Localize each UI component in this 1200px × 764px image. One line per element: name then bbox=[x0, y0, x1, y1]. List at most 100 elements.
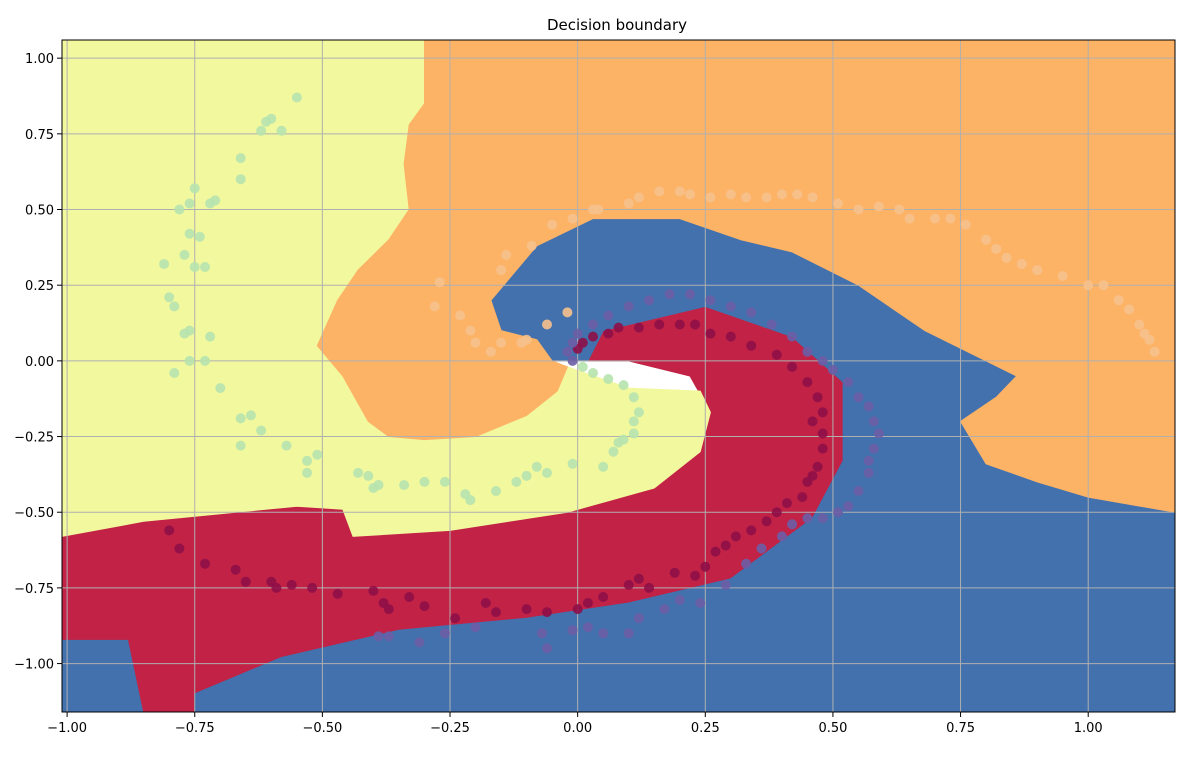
point-red-class-9 bbox=[332, 588, 343, 599]
point-red-class-40 bbox=[817, 443, 828, 454]
point-orange-class-19 bbox=[633, 192, 644, 203]
point-orange-class-37 bbox=[960, 219, 971, 230]
point-yellow-class-50 bbox=[598, 461, 609, 472]
point-blue-class-8 bbox=[582, 622, 593, 633]
point-red-class-0 bbox=[164, 525, 175, 536]
y-tick-label-8: −1.00 bbox=[14, 658, 54, 673]
point-red-class-19 bbox=[542, 607, 552, 618]
point-red-class-3 bbox=[230, 564, 241, 575]
x-tick-label-2: −0.50 bbox=[302, 721, 342, 736]
point-blue-class-9 bbox=[598, 628, 609, 639]
point-yellow-class-34 bbox=[312, 449, 323, 460]
point-orange-class-33 bbox=[894, 204, 905, 215]
point-yellow-class-58 bbox=[618, 380, 629, 391]
point-red-class-21 bbox=[582, 598, 593, 608]
point-blue-class-29 bbox=[868, 416, 879, 427]
point-blue-class-13 bbox=[674, 595, 685, 605]
point-yellow-class-51 bbox=[608, 446, 619, 457]
y-tick-label-1: 0.75 bbox=[25, 128, 54, 143]
point-red-class-35 bbox=[782, 498, 792, 509]
point-orange-class-43 bbox=[1057, 271, 1068, 282]
point-blue-class-16 bbox=[741, 558, 752, 569]
point-red-class-56 bbox=[603, 328, 614, 339]
point-yellow-class-38 bbox=[373, 480, 384, 490]
point-red-class-8 bbox=[307, 582, 318, 593]
x-tick-label-8: 1.00 bbox=[1074, 721, 1103, 736]
x-tick-label-6: 0.50 bbox=[818, 721, 847, 736]
point-orange-class-11 bbox=[496, 265, 507, 276]
point-orange-class-9 bbox=[542, 319, 552, 330]
point-red-class-4 bbox=[240, 576, 251, 587]
point-blue-class-18 bbox=[776, 531, 787, 542]
point-red-class-30 bbox=[720, 540, 731, 551]
point-blue-class-0 bbox=[373, 631, 384, 642]
point-blue-class-12 bbox=[659, 604, 670, 615]
point-yellow-class-53 bbox=[618, 434, 629, 445]
point-orange-class-46 bbox=[1113, 295, 1124, 306]
point-red-class-17 bbox=[491, 607, 501, 618]
point-yellow-class-32 bbox=[302, 455, 313, 466]
point-yellow-class-18 bbox=[164, 292, 175, 303]
grid-lines bbox=[62, 40, 1175, 712]
point-blue-class-48 bbox=[567, 337, 578, 348]
point-yellow-class-9 bbox=[189, 183, 200, 194]
x-tick-label-4: 0.00 bbox=[563, 721, 592, 736]
point-yellow-class-31 bbox=[281, 440, 292, 451]
point-orange-class-25 bbox=[741, 192, 752, 203]
point-yellow-class-6 bbox=[235, 174, 246, 185]
point-orange-class-26 bbox=[761, 192, 772, 203]
point-red-class-42 bbox=[807, 416, 818, 427]
point-yellow-class-47 bbox=[531, 461, 542, 472]
point-blue-class-34 bbox=[817, 355, 828, 366]
point-blue-class-45 bbox=[603, 310, 614, 321]
point-orange-class-23 bbox=[705, 192, 716, 203]
point-red-class-34 bbox=[771, 507, 782, 518]
point-blue-class-32 bbox=[843, 377, 854, 388]
point-red-class-27 bbox=[690, 570, 701, 581]
point-yellow-class-40 bbox=[419, 476, 430, 487]
point-blue-class-47 bbox=[572, 328, 583, 339]
point-yellow-class-48 bbox=[542, 467, 552, 478]
point-blue-class-28 bbox=[873, 428, 884, 439]
point-orange-class-24 bbox=[725, 189, 736, 200]
point-orange-class-40 bbox=[1001, 252, 1012, 263]
point-orange-class-39 bbox=[991, 243, 1002, 254]
point-red-class-36 bbox=[797, 492, 808, 503]
point-orange-class-3 bbox=[465, 325, 476, 336]
x-tick-label-0: −1.00 bbox=[47, 721, 87, 736]
point-yellow-class-61 bbox=[577, 361, 588, 372]
point-orange-class-12 bbox=[501, 249, 512, 260]
point-yellow-class-55 bbox=[628, 416, 639, 427]
point-blue-class-37 bbox=[766, 319, 777, 330]
point-red-class-1 bbox=[174, 543, 185, 554]
y-tick-label-0: 1.00 bbox=[25, 52, 54, 67]
point-orange-class-44 bbox=[1083, 280, 1094, 291]
point-yellow-class-54 bbox=[628, 428, 639, 439]
point-red-class-46 bbox=[787, 361, 798, 372]
point-yellow-class-45 bbox=[511, 476, 522, 487]
point-red-class-47 bbox=[771, 349, 782, 360]
point-yellow-class-0 bbox=[291, 92, 302, 103]
point-orange-class-15 bbox=[567, 213, 578, 224]
point-blue-class-23 bbox=[843, 501, 854, 512]
point-yellow-class-28 bbox=[245, 410, 256, 421]
x-tick-label-7: 0.75 bbox=[946, 721, 975, 736]
point-yellow-class-56 bbox=[633, 407, 644, 418]
point-yellow-class-30 bbox=[235, 440, 246, 451]
point-red-class-31 bbox=[730, 531, 741, 542]
point-yellow-class-23 bbox=[184, 355, 195, 366]
point-orange-class-50 bbox=[1144, 334, 1155, 345]
point-yellow-class-39 bbox=[399, 480, 410, 490]
point-orange-class-22 bbox=[685, 189, 695, 200]
point-red-class-7 bbox=[286, 579, 297, 590]
point-yellow-class-60 bbox=[588, 368, 598, 378]
point-yellow-class-22 bbox=[205, 331, 216, 342]
point-orange-class-4 bbox=[470, 337, 481, 348]
x-tick-label-5: 0.25 bbox=[691, 721, 720, 736]
y-tick-label-5: −0.25 bbox=[14, 431, 54, 446]
point-orange-class-2 bbox=[455, 310, 466, 321]
point-orange-class-27 bbox=[776, 189, 787, 200]
point-yellow-class-10 bbox=[184, 198, 195, 209]
point-red-class-18 bbox=[521, 604, 532, 615]
point-red-class-33 bbox=[761, 516, 772, 527]
